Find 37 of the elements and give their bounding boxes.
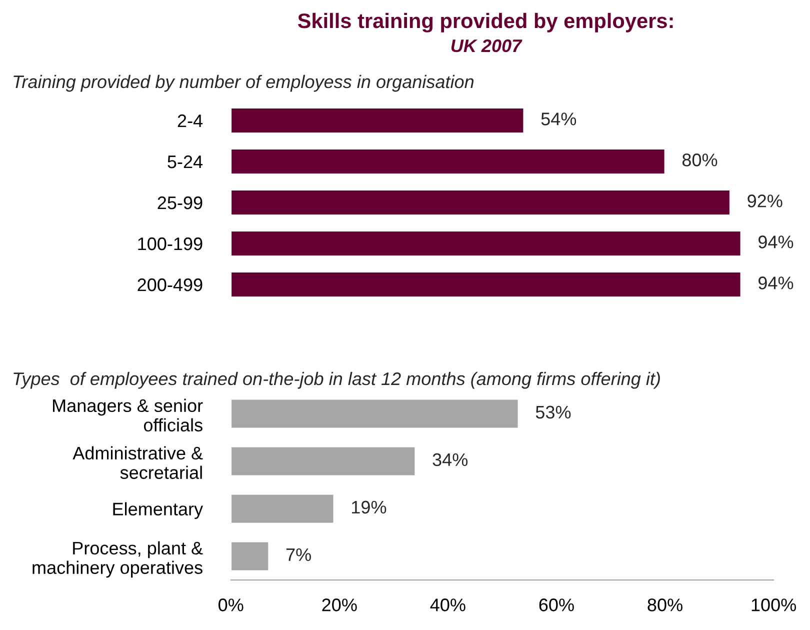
y-tick-label: Administrative & secretarial [72, 446, 203, 480]
data-label: 53% [536, 406, 571, 419]
chart-subtitle: UK 2007 [451, 39, 522, 52]
bar [230, 107, 525, 134]
bar [230, 189, 731, 216]
bar [230, 230, 742, 257]
bar [230, 446, 416, 477]
bar [230, 398, 520, 430]
y-tick-label: 2-4 [178, 114, 203, 128]
bar [230, 148, 666, 175]
x-tick-label: 60% [539, 598, 574, 612]
data-label: 94% [758, 236, 794, 248]
y-tick-label: Managers & senior officials [53, 398, 203, 432]
x-tick-label: 0% [218, 598, 244, 612]
y-tick-label: Process, plant & machinery operatives [32, 541, 203, 578]
chart-title: Skills training provided by employers: [298, 12, 673, 32]
bar [230, 540, 270, 572]
data-label: 34% [432, 453, 468, 466]
data-label: 19% [352, 500, 386, 514]
bar [230, 271, 742, 298]
y-tick-label: 5-24 [168, 155, 203, 168]
data-label: 80% [682, 154, 718, 166]
data-label: 94% [758, 276, 794, 290]
data-label: 54% [541, 112, 576, 126]
y-tick-label: 200-499 [138, 278, 202, 292]
y-tick-label: Elementary [113, 502, 204, 520]
x-tick-label: 20% [322, 598, 357, 612]
x-tick-label: 80% [648, 598, 682, 612]
x-tick-label: 40% [430, 598, 466, 612]
y-tick-label: 25-99 [158, 196, 202, 210]
x-tick-label: 100% [752, 598, 796, 612]
chart-title: Types of employees trained on-the-job in last 12 months (among firms offering it) [14, 372, 660, 389]
text: Training provided by number of employess in organisation [14, 74, 474, 92]
y-tick-label: 100-199 [138, 237, 202, 250]
data-label: 92% [748, 194, 782, 208]
data-label: 7% [286, 548, 311, 562]
bar [230, 493, 335, 524]
